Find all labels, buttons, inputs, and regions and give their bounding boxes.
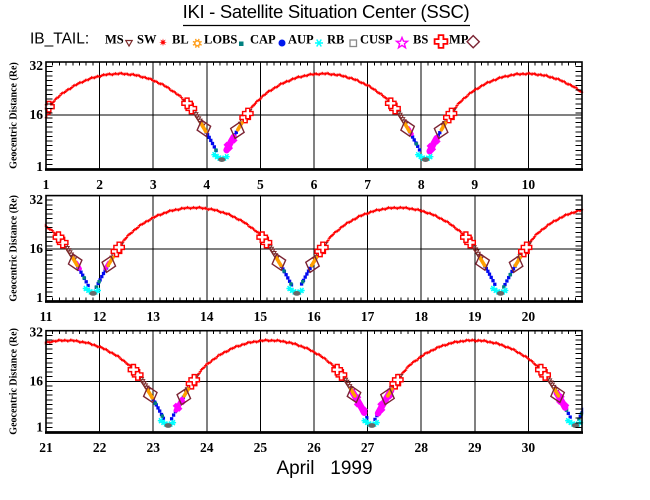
svg-text:IB_TAIL:: IB_TAIL: bbox=[30, 31, 89, 48]
svg-text:BS: BS bbox=[413, 33, 428, 47]
svg-text:CUSP: CUSP bbox=[360, 33, 393, 47]
svg-text:17: 17 bbox=[361, 309, 375, 324]
svg-text:MP: MP bbox=[449, 33, 469, 47]
svg-text:26: 26 bbox=[307, 440, 321, 455]
svg-text:4: 4 bbox=[203, 177, 210, 192]
svg-text:LOBS: LOBS bbox=[204, 33, 237, 47]
svg-text:Geocentric Distance (Re): Geocentric Distance (Re) bbox=[9, 62, 20, 169]
svg-text:2: 2 bbox=[96, 177, 103, 192]
svg-text:21: 21 bbox=[39, 440, 53, 455]
svg-text:22: 22 bbox=[93, 440, 107, 455]
svg-text:BL: BL bbox=[172, 33, 189, 47]
svg-text:AUP: AUP bbox=[288, 33, 314, 47]
svg-text:13: 13 bbox=[146, 309, 160, 324]
svg-text:1: 1 bbox=[36, 419, 43, 434]
svg-text:12: 12 bbox=[93, 309, 107, 324]
svg-text:19: 19 bbox=[468, 309, 482, 324]
svg-text:Geocentric Distance (Re): Geocentric Distance (Re) bbox=[9, 195, 20, 302]
svg-text:6: 6 bbox=[311, 177, 318, 192]
svg-text:11: 11 bbox=[40, 309, 53, 324]
svg-text:15: 15 bbox=[254, 309, 268, 324]
svg-text:SW: SW bbox=[137, 33, 157, 47]
svg-text:1: 1 bbox=[36, 290, 43, 305]
svg-text:32: 32 bbox=[30, 58, 44, 73]
svg-text:32: 32 bbox=[30, 325, 44, 340]
svg-text:14: 14 bbox=[200, 309, 214, 324]
svg-text:32: 32 bbox=[30, 192, 44, 207]
svg-text:16: 16 bbox=[30, 374, 44, 389]
svg-text:1: 1 bbox=[43, 177, 50, 192]
svg-text:25: 25 bbox=[254, 440, 268, 455]
svg-text:MS: MS bbox=[105, 33, 124, 47]
svg-text:8: 8 bbox=[418, 177, 425, 192]
svg-text:10: 10 bbox=[522, 177, 536, 192]
svg-text:16: 16 bbox=[307, 309, 321, 324]
svg-text:April 1999: April 1999 bbox=[276, 458, 372, 479]
svg-text:9: 9 bbox=[471, 177, 478, 192]
svg-text:30: 30 bbox=[522, 440, 536, 455]
svg-text:7: 7 bbox=[364, 177, 371, 192]
svg-text:20: 20 bbox=[522, 309, 536, 324]
svg-text:16: 16 bbox=[30, 107, 44, 122]
svg-text:Geocentric Distance (Re): Geocentric Distance (Re) bbox=[9, 328, 20, 435]
svg-text:24: 24 bbox=[200, 440, 214, 455]
svg-text:29: 29 bbox=[468, 440, 482, 455]
svg-text:3: 3 bbox=[150, 177, 157, 192]
svg-text:1: 1 bbox=[36, 159, 43, 174]
svg-text:CAP: CAP bbox=[250, 33, 276, 47]
svg-text:28: 28 bbox=[414, 440, 428, 455]
svg-text:RB: RB bbox=[327, 33, 344, 47]
svg-text:27: 27 bbox=[361, 440, 375, 455]
svg-text:18: 18 bbox=[414, 309, 428, 324]
svg-text:5: 5 bbox=[257, 177, 264, 192]
svg-text:IKI - Satellite Situation Cent: IKI - Satellite Situation Center (SSC) bbox=[183, 1, 470, 22]
svg-text:16: 16 bbox=[30, 241, 44, 256]
svg-text:23: 23 bbox=[146, 440, 160, 455]
